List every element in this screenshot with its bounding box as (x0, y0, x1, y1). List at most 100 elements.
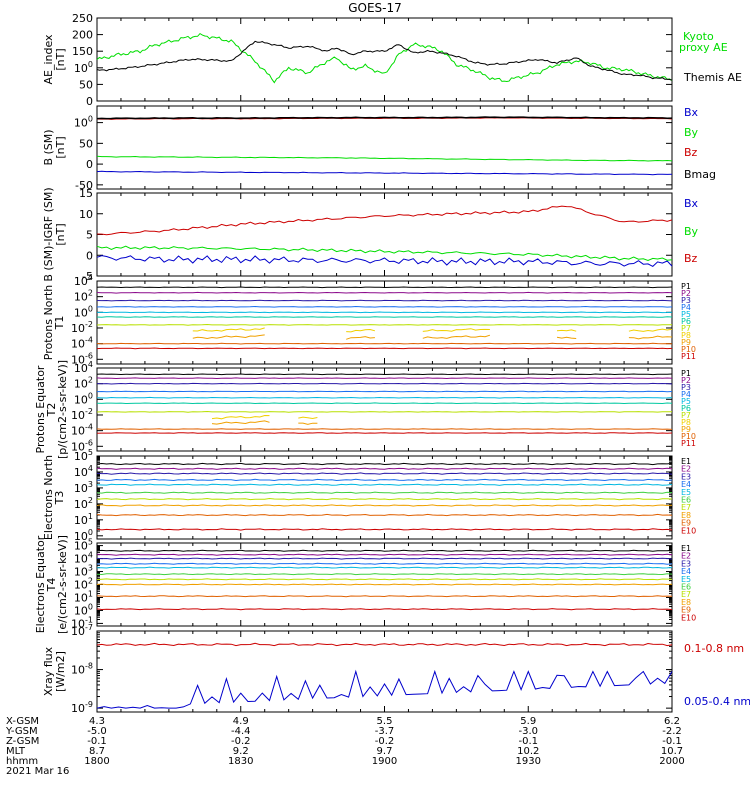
y-axis-units-7: [W/m2] (54, 651, 67, 692)
legend-P3: P3 (681, 296, 691, 305)
series-line-8-seg-0 (192, 334, 265, 340)
series-line-2 (96, 557, 673, 560)
series-line-1 (96, 553, 673, 556)
series-line-10 (96, 432, 673, 434)
x-row-label-mlt: MLT (6, 746, 26, 757)
y-axis-units-0: [nT] (54, 48, 67, 70)
legend-P8: P8 (681, 331, 691, 340)
series-line-8 (96, 595, 673, 598)
y-tick-label: 50 (79, 137, 93, 150)
y-tick-label: 10-2 (71, 320, 93, 335)
legend-P6: P6 (681, 317, 691, 326)
y-tick-label: 0 (86, 249, 93, 262)
series-line-4 (96, 566, 673, 569)
legend-E10: E10 (681, 613, 696, 622)
y-axis-label2-6: T4 (45, 578, 58, 593)
y-axis-units-1: [nT] (54, 136, 67, 158)
legend-E7: E7 (681, 503, 691, 512)
series-line-7 (96, 504, 673, 507)
y-tick-label: 0 (86, 158, 93, 171)
series-line-7-seg-3 (556, 329, 577, 332)
series-line-7-seg-1 (346, 328, 376, 333)
series-line-2 (96, 382, 673, 385)
series-line-6 (96, 410, 673, 413)
series-line-4 (96, 483, 673, 486)
panel-frame-4 (96, 367, 673, 452)
y-tick-label: 104 (74, 273, 93, 288)
y-axis-label-4: Protons Equator (34, 365, 47, 453)
series-line-8-seg-2 (422, 334, 491, 339)
x-value-x-gsm-0: 4.3 (89, 716, 105, 727)
x-row-label-hhmm: hhmm (6, 756, 38, 767)
y-axis-label-0: AE_index (42, 34, 55, 85)
x-value-hhmm-1: 1830 (228, 756, 253, 767)
x-value-mlt-1: 9.2 (233, 746, 249, 757)
y-tick-label: 100 (74, 304, 93, 319)
x-value-z-gsm-1: -0.2 (231, 736, 251, 747)
y-axis-units-6: [e/(cm2-s-sr-keV)] (56, 535, 69, 634)
y-tick-label: 105 (74, 448, 93, 463)
series-line-0 (96, 255, 673, 268)
x-axis-date: 2021 Mar 16 (6, 766, 69, 777)
legend-P11: P11 (681, 352, 696, 361)
y-tick-label: 105 (74, 538, 93, 553)
y-axis-units-2: [nT] (54, 223, 67, 245)
legend-P8: P8 (681, 418, 691, 427)
series-line-7-seg-0 (192, 327, 265, 332)
series-line-1 (96, 467, 673, 470)
legend-E6: E6 (681, 496, 691, 505)
legend-Bz: Bz (684, 252, 698, 265)
y-tick-label: 10-6 (71, 351, 93, 366)
x-row-label-ygsm: Y-GSM (5, 726, 38, 737)
series-line-3 (96, 390, 673, 393)
panel-frame-2 (96, 192, 673, 277)
y-axis-units-4: [p/(cm2-s-sr-keV)] (56, 360, 69, 459)
panel-b-igrf: -5 0 5 10 15 B (SM)-IGRF (SM) [nT] Bx By Bz (42, 187, 699, 283)
legend-By: By (684, 126, 699, 139)
legend-P6: P6 (681, 404, 691, 413)
y-axis-label-1: B (SM) (42, 129, 55, 165)
y-tick-label: 103 (74, 480, 93, 495)
legend-E6: E6 (681, 583, 691, 592)
y-tick-label: 102 (74, 289, 93, 304)
y-axis-label-7: Xray flux (42, 646, 55, 696)
y-tick-label: 102 (74, 496, 93, 511)
legend-P11: P11 (681, 439, 696, 448)
legend-P9: P9 (681, 338, 691, 347)
legend-P9: P9 (681, 425, 691, 434)
series-line-8-seg-3 (556, 336, 577, 339)
legend-long: 0.1-0.8 nm (684, 642, 744, 655)
series-line-1 (96, 377, 673, 380)
y-axis-label-5: Electrons North (42, 455, 55, 540)
x-value-hhmm-2: 1900 (372, 756, 397, 767)
legend-P7: P7 (681, 324, 691, 333)
series-line-5 (96, 316, 673, 318)
legend-E1: E1 (681, 457, 691, 466)
legend-E8: E8 (681, 511, 691, 520)
x-row-label-zgsm: Z-GSM (6, 736, 39, 747)
x-value-x-gsm-2: 5.5 (377, 716, 393, 727)
legend-P2: P2 (681, 376, 691, 385)
series-line-10 (96, 347, 673, 350)
series-line-6 (96, 497, 673, 501)
x-value-y-gsm-4: -2.2 (662, 726, 682, 737)
y-tick-label: 10-6 (71, 438, 93, 453)
series-line-2 (96, 299, 673, 302)
series-line-0 (96, 286, 673, 289)
legend-P3: P3 (681, 383, 691, 392)
x-value-z-gsm-2: -0.2 (375, 736, 395, 747)
series-line-3 (96, 478, 673, 482)
y-tick-label: 101 (74, 589, 93, 604)
y-tick-label: 10-7 (71, 623, 93, 638)
y-tick-label: 0 (86, 95, 93, 108)
legend-E5: E5 (681, 488, 691, 497)
series-line-2 (96, 205, 673, 236)
series-line-2 (96, 472, 673, 475)
y-tick-label: 150 (72, 45, 93, 58)
y-tick-label: 104 (74, 551, 93, 566)
series-line-3 (96, 562, 673, 565)
series-line-4 (97, 311, 673, 314)
